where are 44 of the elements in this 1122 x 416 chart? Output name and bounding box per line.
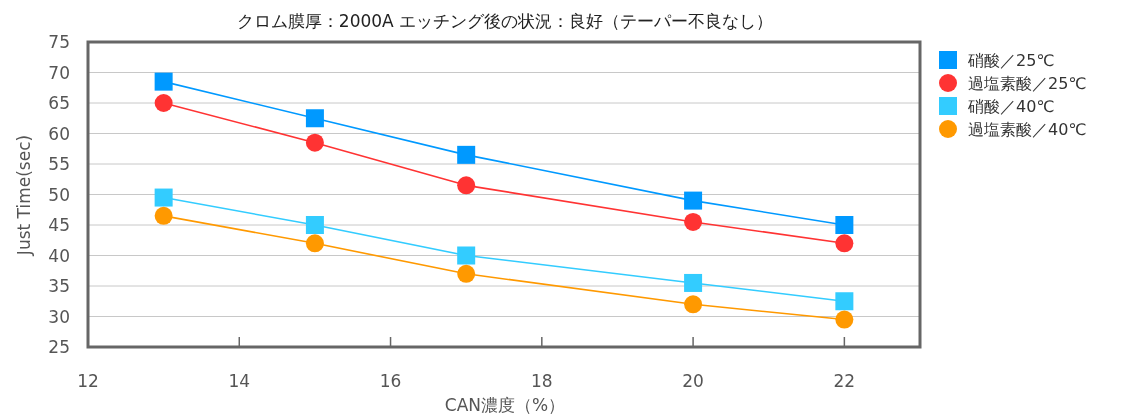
point [154, 206, 173, 225]
y-tick-label: 70 [48, 62, 70, 83]
y-tick-label: 40 [48, 245, 70, 266]
y-axis-title: Just Time(sec) [14, 134, 34, 257]
x-tick-label: 22 [833, 371, 856, 391]
legend-label: 過塩素酸／40℃ [968, 120, 1087, 139]
point [154, 188, 173, 207]
point [835, 234, 854, 253]
point [835, 292, 854, 311]
point [305, 133, 324, 152]
chart-title: クロム膜厚：2000A エッチング後の状況：良好（テーパー不良なし） [236, 11, 774, 31]
x-tick-label: 14 [228, 371, 251, 391]
x-tick-label: 12 [77, 371, 99, 391]
legend-label: 硝酸／25℃ [967, 51, 1055, 70]
legend-label: 硝酸／40℃ [967, 97, 1055, 116]
x-tick-label: 18 [531, 371, 553, 391]
point [457, 176, 476, 195]
point [835, 310, 854, 329]
legend-label: 過塩素酸／25℃ [968, 74, 1087, 93]
y-tick-label: 30 [48, 306, 70, 327]
y-tick-label: 60 [48, 123, 70, 144]
y-tick-label: 50 [48, 184, 70, 205]
y-tick-label: 75 [48, 32, 70, 52]
x-axis-title: CAN濃度（%） [444, 395, 566, 415]
y-tick-label: 35 [48, 276, 70, 296]
point [154, 72, 173, 91]
point [457, 264, 476, 283]
point [154, 94, 173, 112]
y-tick-label: 55 [48, 154, 70, 174]
point [305, 216, 324, 234]
point [835, 216, 854, 234]
y-tick-label: 25 [48, 337, 70, 357]
point [305, 109, 324, 128]
x-tick-label: 16 [379, 371, 402, 391]
y-tick-label: 65 [48, 93, 70, 113]
point [305, 234, 324, 253]
y-tick-label: 45 [48, 215, 70, 235]
x-tick-label: 20 [682, 371, 704, 391]
point [684, 295, 703, 314]
point [684, 191, 703, 210]
point [684, 273, 703, 292]
point [684, 212, 703, 231]
point [457, 246, 476, 265]
point [457, 145, 476, 164]
